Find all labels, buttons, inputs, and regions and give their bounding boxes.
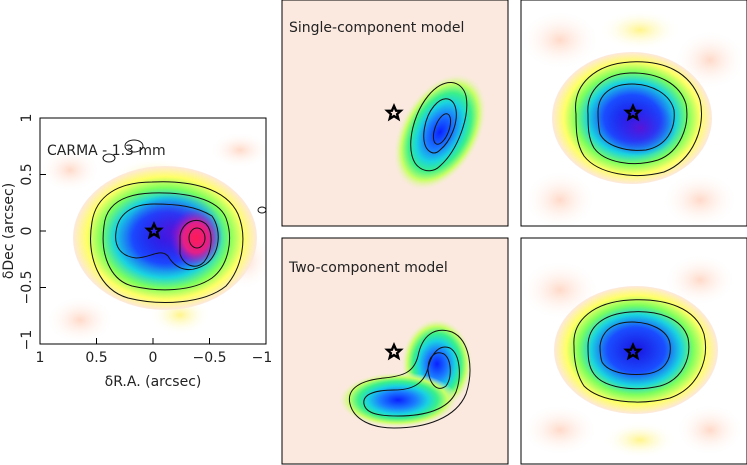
source-star-marker xyxy=(623,342,643,361)
source-star-marker xyxy=(384,103,404,122)
y-tick-label: 1 xyxy=(19,114,35,123)
x-tick-label: 1 xyxy=(36,350,45,366)
single-model-title: Single-component model xyxy=(289,20,464,36)
x-tick-label: −1 xyxy=(252,350,273,366)
observation-title: CARMA - 1.3 mm xyxy=(47,143,166,159)
two-residual-frame xyxy=(520,237,747,465)
source-star-marker xyxy=(144,221,164,240)
x-tick-label: 0.5 xyxy=(85,350,107,366)
x-axis-label: δR.A. (arcsec) xyxy=(105,374,202,390)
two-residual-panel xyxy=(520,237,747,465)
single-residual-panel xyxy=(520,0,747,227)
source-star-marker xyxy=(623,103,643,122)
two-model-heatmap xyxy=(282,238,508,464)
two-model-frame xyxy=(281,237,509,465)
single-model-panel: Single-component model xyxy=(281,0,509,227)
single-residual-frame xyxy=(520,0,747,227)
two-residual-heatmap xyxy=(521,238,747,464)
two-model-panel: Two-component model xyxy=(281,237,509,465)
x-tick-label: −0.5 xyxy=(193,350,227,366)
single-model-frame xyxy=(281,0,509,227)
y-axis-label: δDec (arcsec) xyxy=(1,183,17,279)
observation-panel: 1 0.5 0 −0.5 −1 1 0.5 0 −0.5 −1 δR.A. (a… xyxy=(1,114,272,390)
observation-heatmap xyxy=(40,118,266,344)
y-tick-label: −1 xyxy=(19,330,35,351)
y-tick-label: 0.5 xyxy=(19,163,35,185)
observation-ticks xyxy=(39,117,267,345)
two-model-title: Two-component model xyxy=(288,260,448,276)
y-tick-label: 0 xyxy=(19,227,35,236)
y-tick-label: −0.5 xyxy=(19,271,35,305)
source-star-marker xyxy=(384,342,404,361)
single-residual-heatmap xyxy=(521,0,747,226)
single-model-heatmap xyxy=(282,0,508,226)
x-tick-label: 0 xyxy=(149,350,158,366)
